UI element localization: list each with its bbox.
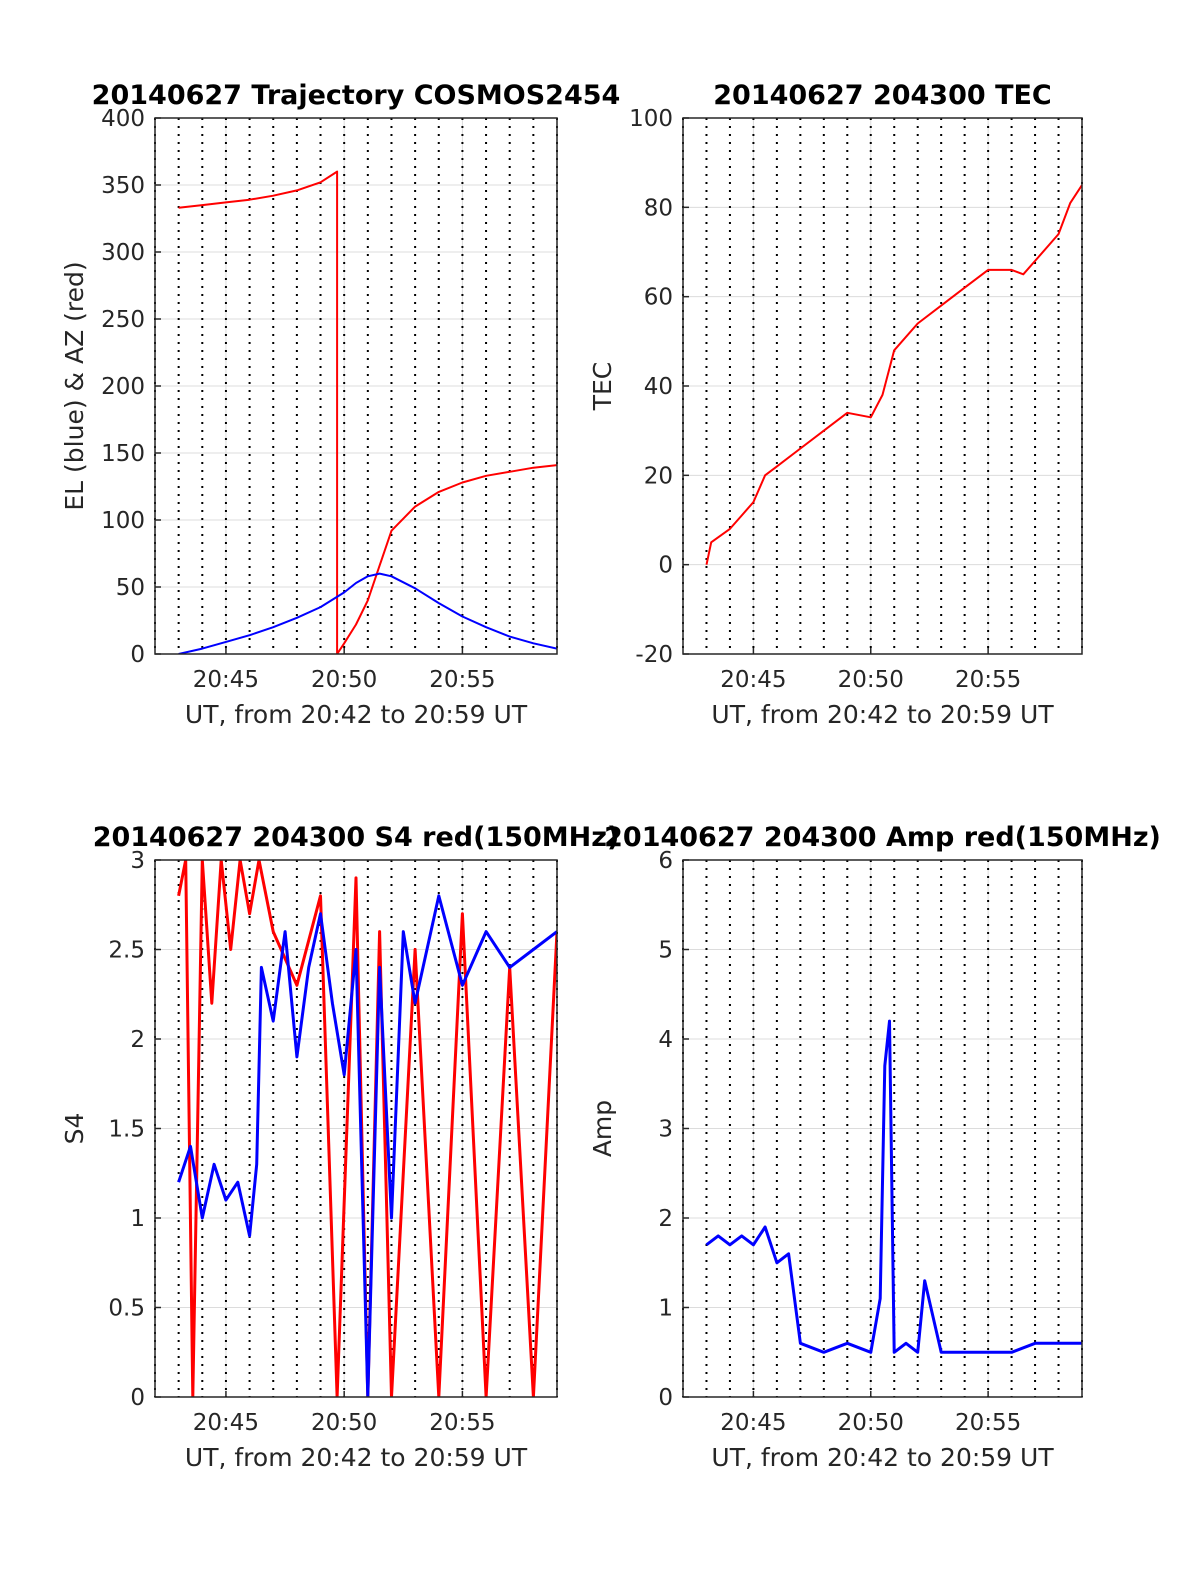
x-axis-label: UT, from 20:42 to 20:59 UT xyxy=(185,700,528,729)
x-axis-label: UT, from 20:42 to 20:59 UT xyxy=(185,1443,528,1472)
y-tick-label: 250 xyxy=(101,307,145,333)
x-tick-label: 20:55 xyxy=(429,667,495,693)
y-tick-label: -20 xyxy=(635,642,673,668)
y-tick-label: 150 xyxy=(101,441,145,467)
x-tick-label: 20:55 xyxy=(955,1410,1021,1436)
chart-title: 20140627 Trajectory COSMOS2454 xyxy=(92,80,621,111)
chart-title: 20140627 204300 Amp red(150MHz) xyxy=(604,822,1161,853)
y-tick-label: 1 xyxy=(658,1296,673,1322)
y-tick-label: 400 xyxy=(101,106,145,132)
y-axis-label: EL (blue) & AZ (red) xyxy=(60,261,89,510)
chart-panel-1: 0 50 100 150 200 250 300 350 400 20:45 20:50 20:55 2… xyxy=(60,80,620,729)
x-tick-label: 20:55 xyxy=(429,1410,495,1436)
series-line-2 xyxy=(178,572,557,654)
series-line-1 xyxy=(705,1019,1082,1354)
y-tick-label: 0 xyxy=(130,1385,145,1411)
chart-title: 20140627 204300 S4 red(150MHz) xyxy=(93,822,620,853)
series-line-1 xyxy=(705,184,1082,565)
y-tick-label: 60 xyxy=(644,285,673,311)
x-tick-label: 20:50 xyxy=(838,667,904,693)
chart-panel-3: 0 0.5 1 1.5 2 2.5 3 20:45 20:50 20:55 20140627 204… xyxy=(60,822,619,1472)
x-tick-label: 20:45 xyxy=(720,667,786,693)
y-tick-label: 40 xyxy=(644,374,673,400)
y-tick-label: 350 xyxy=(101,173,145,199)
x-tick-label: 20:55 xyxy=(955,667,1021,693)
y-tick-label: 4 xyxy=(658,1027,673,1053)
y-tick-label: 0 xyxy=(130,642,145,668)
y-tick-label: 2 xyxy=(130,1027,145,1053)
series-line-1 xyxy=(178,170,557,654)
y-tick-label: 80 xyxy=(644,195,673,221)
x-tick-label: 20:50 xyxy=(311,667,377,693)
series-line-2 xyxy=(177,894,557,1397)
x-tick-label: 20:50 xyxy=(311,1410,377,1436)
y-tick-label: 5 xyxy=(658,938,673,964)
x-tick-label: 20:45 xyxy=(720,1410,786,1436)
x-axis-label: UT, from 20:42 to 20:59 UT xyxy=(711,700,1054,729)
chart-title: 20140627 204300 TEC xyxy=(713,80,1052,111)
x-tick-label: 20:50 xyxy=(838,1410,904,1436)
chart-panel-2: -20 0 20 40 60 80 100 20:45 20:50 20:55 20140627 2… xyxy=(588,80,1083,729)
x-axis-label: UT, from 20:42 to 20:59 UT xyxy=(711,1443,1054,1472)
y-tick-label: 0.5 xyxy=(108,1296,145,1322)
y-tick-label: 100 xyxy=(101,508,145,534)
y-tick-label: 2.5 xyxy=(108,938,145,964)
y-tick-label: 0 xyxy=(658,553,673,579)
y-axis-label: Amp xyxy=(588,1100,617,1157)
y-tick-label: 3 xyxy=(130,848,145,874)
y-tick-label: 0 xyxy=(658,1385,673,1411)
y-tick-label: 3 xyxy=(658,1117,673,1143)
series-line-1 xyxy=(177,860,557,1397)
y-tick-label: 1.5 xyxy=(108,1117,145,1143)
y-tick-label: 20 xyxy=(644,463,673,489)
x-tick-label: 20:45 xyxy=(193,667,259,693)
y-tick-label: 50 xyxy=(116,575,145,601)
x-tick-label: 20:45 xyxy=(193,1410,259,1436)
y-tick-label: 2 xyxy=(658,1206,673,1232)
y-tick-label: 300 xyxy=(101,240,145,266)
y-tick-label: 6 xyxy=(658,848,673,874)
chart-panel-4: 0 1 2 3 4 5 6 20:45 20:50 20:55 20140627 204300 Am… xyxy=(588,822,1161,1472)
y-tick-label: 1 xyxy=(130,1206,145,1232)
y-axis-label: S4 xyxy=(60,1113,89,1145)
y-axis-label: TEC xyxy=(588,362,617,412)
y-tick-label: 200 xyxy=(101,374,145,400)
y-tick-label: 100 xyxy=(629,106,673,132)
